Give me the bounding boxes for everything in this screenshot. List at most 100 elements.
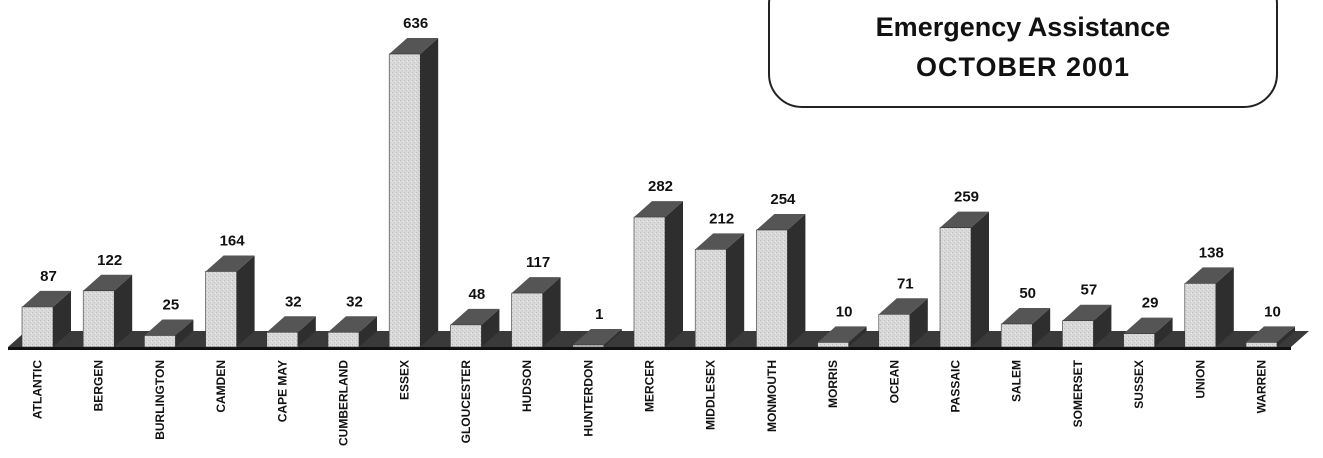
category-label: PASSAIC <box>949 360 963 413</box>
bar-top <box>756 213 806 230</box>
value-label: 282 <box>648 178 673 195</box>
bar-side <box>297 316 316 347</box>
category-label: GLOUCESTER <box>459 360 473 444</box>
bar-cape-may <box>266 316 316 348</box>
value-label: 117 <box>526 254 550 271</box>
bar-sussex <box>1123 317 1173 348</box>
bar-side <box>359 316 377 347</box>
value-labels-group: 87 122 25 164 32 32 636 48 117 1 282 212 254 10 71 259 5… <box>40 15 1281 323</box>
category-label: MERCER <box>643 360 657 412</box>
bar-top <box>266 316 316 333</box>
bar-front <box>388 53 421 348</box>
category-label: WARREN <box>1255 360 1269 413</box>
bar-side <box>175 319 194 347</box>
bar-side <box>1215 267 1234 347</box>
category-labels-group: ATLANTIC BERGEN BURLINGTON CAMDEN CAPE MAY CU… <box>31 359 1269 446</box>
value-label: 636 <box>403 15 428 32</box>
bar-top <box>940 211 989 228</box>
bar-bergen <box>82 274 133 348</box>
bar-somerset <box>1062 304 1112 348</box>
bar-burlington <box>144 319 194 348</box>
bar-front <box>756 229 788 348</box>
bar-top <box>511 277 561 294</box>
bar-essex <box>388 38 439 348</box>
bar-side <box>971 211 989 347</box>
bar-front <box>817 342 849 348</box>
value-label: 48 <box>469 286 486 303</box>
value-label: 71 <box>897 275 914 292</box>
value-label: 25 <box>163 296 180 313</box>
bar-front <box>694 249 727 348</box>
category-label: CAMDEN <box>214 360 228 413</box>
bar-front <box>878 313 911 348</box>
bar-monmouth <box>756 213 806 348</box>
category-label: CAPE MAY <box>275 360 289 422</box>
bar-side <box>53 290 71 347</box>
value-label: 29 <box>1142 295 1159 312</box>
category-label: MONMOUTH <box>765 360 779 432</box>
category-label: SALEM <box>1010 360 1024 402</box>
bar-middlesex <box>694 233 745 348</box>
bar-top <box>1001 307 1051 324</box>
bar-top <box>144 319 194 336</box>
category-label: BURLINGTON <box>153 360 167 440</box>
category-label: SUSSEX <box>1132 360 1146 409</box>
bar-hudson <box>511 277 561 348</box>
value-label: 87 <box>40 268 57 285</box>
floor-edge <box>8 347 1291 350</box>
bar-front <box>511 292 543 348</box>
category-label: MIDDLESEX <box>704 360 718 430</box>
bar-front <box>327 331 360 348</box>
bar-front <box>1245 342 1278 348</box>
bar-camden <box>205 255 255 348</box>
bar-front <box>82 290 115 348</box>
value-label: 1 <box>595 306 603 323</box>
category-label: ESSEX <box>398 360 412 400</box>
category-label: HUNTERDON <box>581 360 595 437</box>
bar-side <box>1154 317 1173 347</box>
bar-side <box>909 298 928 347</box>
value-label: 122 <box>97 252 122 269</box>
bar-side <box>114 274 133 347</box>
chart-title: Emergency Assistance <box>875 12 1171 42</box>
bar-top <box>450 308 500 325</box>
value-label: 164 <box>220 232 246 249</box>
bar-top <box>695 233 745 250</box>
category-label: BERGEN <box>92 360 106 411</box>
bar-top <box>1123 317 1173 334</box>
bar-top <box>572 329 622 345</box>
value-label: 212 <box>709 210 734 227</box>
bar-front <box>572 344 605 348</box>
category-label: SOMERSET <box>1071 359 1085 427</box>
bar-front <box>633 216 666 348</box>
bar-passaic <box>939 211 989 348</box>
value-label: 32 <box>346 293 363 310</box>
bar-top <box>1184 267 1234 284</box>
bar-mercer <box>633 201 683 348</box>
bar-cumberland <box>327 316 377 348</box>
bar-front <box>939 227 972 348</box>
bar-side <box>726 233 745 347</box>
bars-group <box>21 38 1295 348</box>
category-label: MORRIS <box>826 360 840 408</box>
bar-side <box>603 329 622 347</box>
bar-top <box>1246 326 1295 343</box>
category-label: HUDSON <box>520 360 534 412</box>
value-label: 10 <box>1264 303 1281 320</box>
bar-top <box>817 326 867 343</box>
bar-front <box>1062 320 1094 348</box>
bar-top <box>1062 304 1112 321</box>
bar-top <box>878 298 928 315</box>
value-label: 138 <box>1199 244 1224 261</box>
bar-side <box>542 277 561 347</box>
value-label: 32 <box>285 293 302 310</box>
bar-front <box>1000 323 1033 348</box>
value-label: 57 <box>1081 282 1098 299</box>
chart-subtitle: OCTOBER 2001 <box>915 52 1131 82</box>
bar-front <box>205 271 237 348</box>
bar-side <box>1093 304 1112 347</box>
bar-gloucester <box>450 308 500 348</box>
bar-side <box>481 308 500 347</box>
category-label: OCEAN <box>887 360 901 403</box>
